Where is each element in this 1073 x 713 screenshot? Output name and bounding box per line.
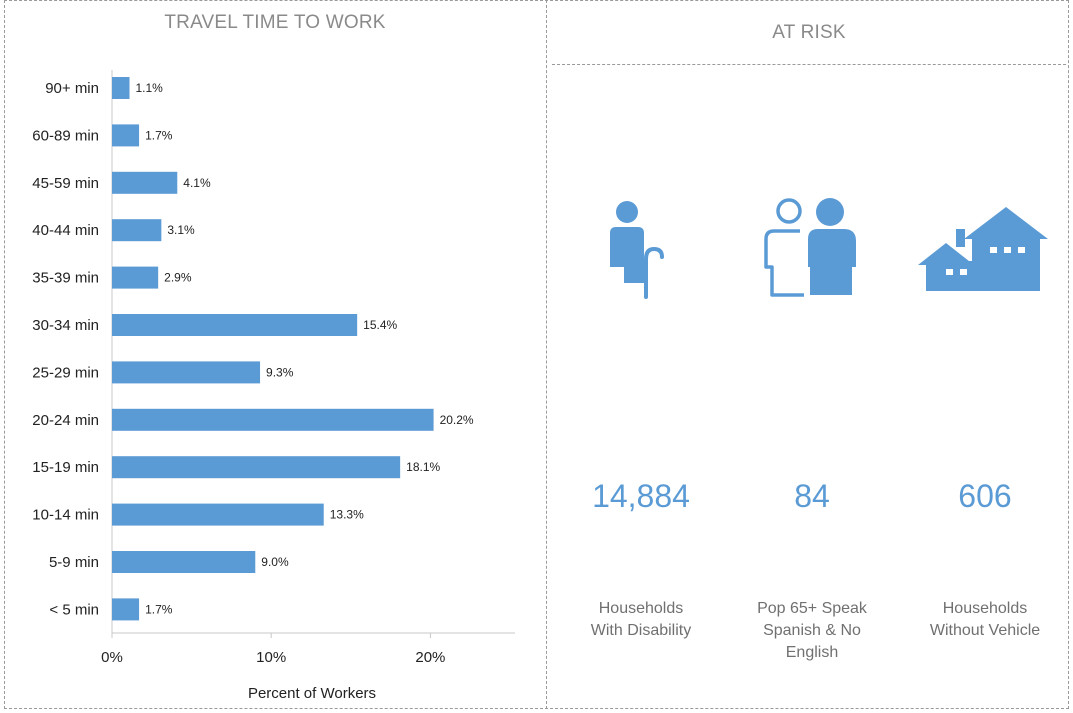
bar-value-label: 4.1% [183,176,211,190]
bar-value-label: 1.1% [136,81,164,95]
vehicle-label: Households Without Vehicle [929,600,1041,639]
bar [112,456,401,479]
y-tick-label: 45-59 min [32,175,99,192]
y-tick-label: 20-24 min [32,412,99,429]
vehicle-value: 606 [958,478,1012,514]
bar [112,77,130,99]
y-tick-label: 35-39 min [32,270,99,287]
x-tick-label: 0% [101,649,123,666]
bar [112,408,434,431]
x-tick-label: 20% [415,649,445,666]
bar [112,171,178,194]
bar-value-label: 1.7% [145,128,173,142]
y-tick-label: 90+ min [45,80,99,97]
disability-label: Households With Disability [590,600,692,639]
y-tick-label: 15-19 min [32,459,99,476]
y-tick-label: < 5 min [49,601,99,618]
bar [112,219,162,242]
bar-value-label: 9.3% [266,365,294,379]
language-label: Pop 65+ Speak Spanish & No English [757,600,867,661]
bar [112,124,140,147]
y-tick-label: 10-14 min [32,507,99,524]
bar [112,598,140,621]
bar-value-label: 15.4% [363,318,397,332]
at-risk-title: AT RISK [772,22,846,43]
right-header-divider [552,64,1066,65]
y-tick-label: 40-44 min [32,222,99,239]
y-tick-label: 25-29 min [32,364,99,381]
x-axis-title: Percent of Workers [248,685,376,702]
disability-value: 14,884 [592,478,690,514]
y-tick-label: 60-89 min [32,127,99,144]
bar [112,551,256,573]
bar-value-label: 1.7% [145,602,173,616]
person-with-cane-icon [598,195,668,305]
dashboard-frame [4,0,1069,709]
language-value: 84 [794,478,830,514]
bar-value-label: 18.1% [406,460,440,474]
two-people-icon [760,195,860,305]
travel-time-title: TRAVEL TIME TO WORK [164,12,386,33]
y-tick-label: 5-9 min [49,554,99,571]
house-icon [918,205,1050,300]
bar-value-label: 20.2% [440,413,474,427]
panel-divider [546,0,547,709]
bar [112,314,358,336]
bar-value-label: 13.3% [330,508,364,522]
bar [112,266,159,289]
travel-time-chart: 90+ min 1.1% 60-89 min 1.7% 45-59 min 4.1% 40-… [32,70,515,702]
bar-value-label: 3.1% [167,223,195,237]
bar [112,361,261,384]
bar-value-label: 9.0% [261,555,289,569]
bar [112,503,324,526]
bar-value-label: 2.9% [164,271,192,285]
x-tick-label: 10% [256,649,286,666]
y-tick-label: 30-34 min [32,317,99,334]
